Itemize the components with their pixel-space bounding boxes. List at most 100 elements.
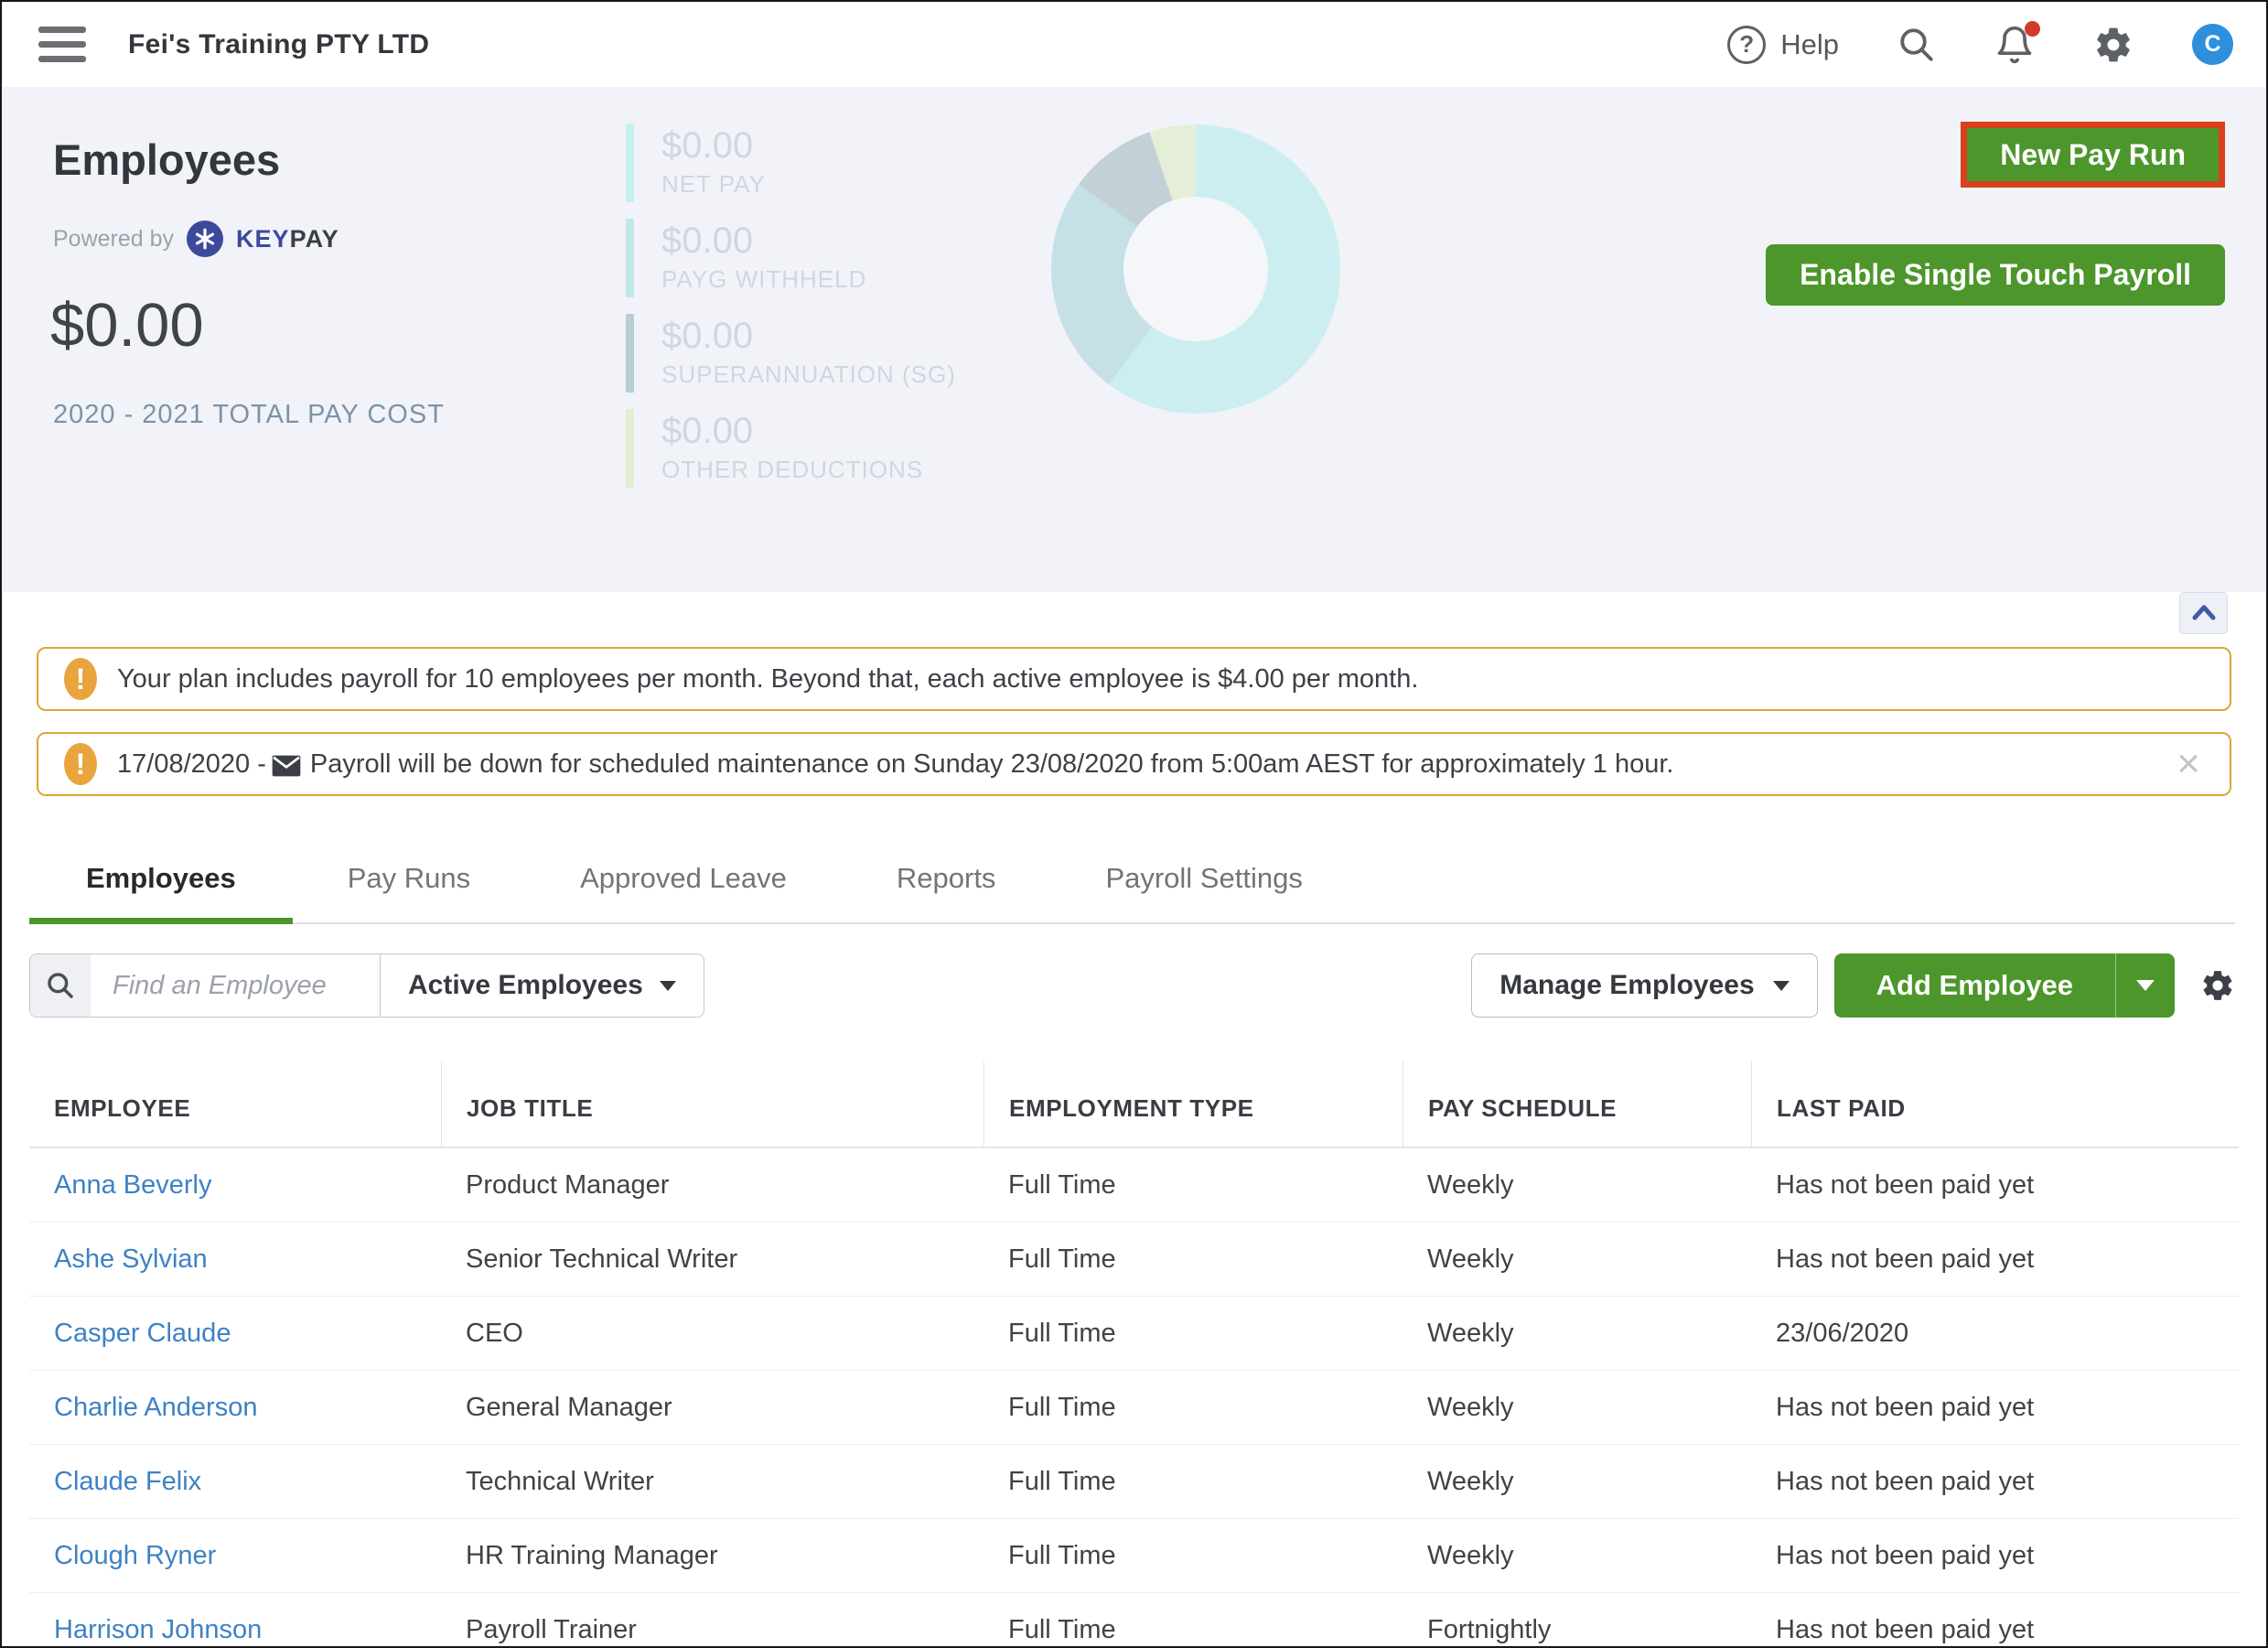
maintenance-banner: ! 17/08/2020 - Payroll will be down for … — [37, 732, 2231, 796]
cell-employment-type: Full Time — [984, 1615, 1403, 1645]
col-header-last-paid: LAST PAID — [1751, 1061, 2239, 1147]
tab-pay-runs[interactable]: Pay Runs — [293, 840, 525, 922]
table-body: Anna BeverlyProduct ManagerFull TimeWeek… — [2, 1148, 2266, 1648]
cell-pay-schedule: Weekly — [1403, 1244, 1751, 1275]
cell-last-paid: Has not been paid yet — [1751, 1244, 2239, 1275]
cell-pay-schedule: Fortnightly — [1403, 1615, 1751, 1645]
col-header-employment-type: EMPLOYMENT TYPE — [984, 1061, 1403, 1147]
add-employee-menu-toggle[interactable] — [2115, 953, 2175, 1018]
employee-name-link[interactable]: Harrison Johnson — [54, 1615, 262, 1644]
cell-job-title: Product Manager — [441, 1170, 984, 1201]
employee-name-link[interactable]: Anna Beverly — [54, 1170, 212, 1200]
employee-name-link[interactable]: Casper Claude — [54, 1319, 231, 1348]
cell-last-paid: Has not been paid yet — [1751, 1170, 2239, 1201]
keypay-wordmark: KEYPAY — [236, 225, 339, 253]
employees-table: EMPLOYEE JOB TITLE EMPLOYMENT TYPE PAY S… — [2, 1061, 2266, 1648]
cell-job-title: HR Training Manager — [441, 1541, 984, 1571]
cell-employment-type: Full Time — [984, 1467, 1403, 1497]
help-icon: ? — [1727, 26, 1766, 64]
manage-employees-dropdown[interactable]: Manage Employees — [1471, 953, 1817, 1018]
add-employee-split-button[interactable]: Add Employee — [1834, 953, 2175, 1018]
powered-by: Powered by KEYPAY — [53, 221, 339, 257]
payroll-tabs: Employees Pay Runs Approved Leave Report… — [29, 840, 2235, 924]
total-pay-cost-caption: 2020 - 2021 TOTAL PAY COST — [53, 400, 445, 430]
stat-superannuation: $0.00SUPERANNUATION (SG) — [626, 314, 956, 393]
chevron-down-icon — [2136, 980, 2155, 991]
tab-employees[interactable]: Employees — [29, 840, 293, 924]
cell-employee: Casper Claude — [29, 1319, 441, 1349]
pay-stats-list: $0.00NET PAY $0.00PAYG WITHHELD $0.00SUP… — [626, 124, 956, 488]
help-button[interactable]: ? Help — [1727, 26, 1839, 64]
cell-employee: Claude Felix — [29, 1467, 441, 1497]
employee-name-link[interactable]: Clough Ryner — [54, 1541, 216, 1570]
employee-toolbar: Active Employees Manage Employees Add Em… — [29, 953, 2235, 1018]
search-icon[interactable] — [1897, 26, 1936, 64]
table-row: Anna BeverlyProduct ManagerFull TimeWeek… — [29, 1148, 2239, 1223]
cell-employee: Clough Ryner — [29, 1541, 441, 1571]
cell-last-paid: Has not been paid yet — [1751, 1541, 2239, 1571]
notification-dot — [2025, 21, 2040, 37]
cell-employment-type: Full Time — [984, 1170, 1403, 1201]
stat-other-deductions: $0.00OTHER DEDUCTIONS — [626, 409, 956, 488]
stat-color-bar — [626, 314, 634, 393]
stat-color-bar — [626, 219, 634, 297]
col-header-pay-schedule: PAY SCHEDULE — [1403, 1061, 1751, 1147]
tab-approved-leave[interactable]: Approved Leave — [525, 840, 842, 922]
add-employee-button[interactable]: Add Employee — [1834, 953, 2115, 1018]
chevron-down-icon — [660, 981, 676, 991]
cell-employee: Harrison Johnson — [29, 1615, 441, 1645]
envelope-icon — [272, 755, 301, 777]
employee-search-combo: Active Employees — [29, 953, 704, 1018]
stat-color-bar — [626, 124, 634, 202]
maintenance-message: Payroll will be down for scheduled maint… — [310, 749, 1674, 780]
table-settings-gear-icon[interactable] — [2200, 968, 2235, 1003]
enable-stp-button[interactable]: Enable Single Touch Payroll — [1766, 244, 2225, 306]
cell-pay-schedule: Weekly — [1403, 1541, 1751, 1571]
tab-reports[interactable]: Reports — [842, 840, 1051, 922]
hamburger-menu-icon[interactable] — [38, 27, 86, 62]
maintenance-date: 17/08/2020 - — [117, 749, 266, 780]
total-pay-cost-amount: $0.00 — [50, 290, 204, 361]
table-row: Clough Ryner HR Training ManagerFull Time… — [29, 1519, 2239, 1593]
plan-limit-banner: ! Your plan includes payroll for 10 empl… — [37, 647, 2231, 711]
company-name: Fei's Training PTY LTD — [128, 29, 429, 60]
employee-name-link[interactable]: Ashe Sylvian — [54, 1244, 208, 1274]
chevron-up-icon — [2190, 601, 2218, 625]
table-row: Ashe SylvianSenior Technical WriterFull … — [29, 1223, 2239, 1297]
page-title: Employees — [53, 135, 280, 185]
stat-color-bar — [626, 409, 634, 488]
close-icon[interactable]: × — [2177, 744, 2204, 784]
find-employee-input[interactable] — [91, 954, 380, 1017]
employee-filter-dropdown[interactable]: Active Employees — [381, 954, 704, 1017]
stat-payg-withheld: $0.00PAYG WITHHELD — [626, 219, 956, 297]
stat-net-pay: $0.00NET PAY — [626, 124, 956, 202]
tab-payroll-settings[interactable]: Payroll Settings — [1050, 840, 1357, 922]
cell-employment-type: Full Time — [984, 1541, 1403, 1571]
settings-gear-icon[interactable] — [2093, 25, 2134, 65]
table-row: Charlie Anderson General ManagerFull Time… — [29, 1371, 2239, 1445]
cell-job-title: General Manager — [441, 1393, 984, 1423]
cell-last-paid: Has not been paid yet — [1751, 1615, 2239, 1645]
cell-job-title: Senior Technical Writer — [441, 1244, 984, 1275]
search-icon[interactable] — [30, 954, 91, 1017]
cell-employee: Anna Beverly — [29, 1170, 441, 1201]
user-avatar[interactable]: C — [2192, 24, 2233, 65]
table-row: Casper ClaudeCEOFull TimeWeekly23/06/202… — [29, 1297, 2239, 1371]
employee-name-link[interactable]: Claude Felix — [54, 1467, 201, 1496]
cell-pay-schedule: Weekly — [1403, 1467, 1751, 1497]
cell-last-paid: 23/06/2020 — [1751, 1319, 2239, 1349]
cell-employment-type: Full Time — [984, 1393, 1403, 1423]
cell-last-paid: Has not been paid yet — [1751, 1467, 2239, 1497]
collapse-hero-button[interactable] — [2179, 592, 2228, 634]
cell-job-title: Technical Writer — [441, 1467, 984, 1497]
cell-job-title: Payroll Trainer — [441, 1615, 984, 1645]
new-pay-run-button[interactable]: New Pay Run — [1967, 128, 2219, 181]
employee-name-link[interactable]: Charlie Anderson — [54, 1393, 257, 1422]
table-row: Claude Felix Technical WriterFull TimeWee… — [29, 1445, 2239, 1519]
notifications-bell-icon[interactable] — [1994, 25, 2035, 65]
cell-employment-type: Full Time — [984, 1319, 1403, 1349]
cell-employee: Charlie Anderson — [29, 1393, 441, 1423]
cell-last-paid: Has not been paid yet — [1751, 1393, 2239, 1423]
cell-employee: Ashe Sylvian — [29, 1244, 441, 1275]
cell-pay-schedule: Weekly — [1403, 1393, 1751, 1423]
